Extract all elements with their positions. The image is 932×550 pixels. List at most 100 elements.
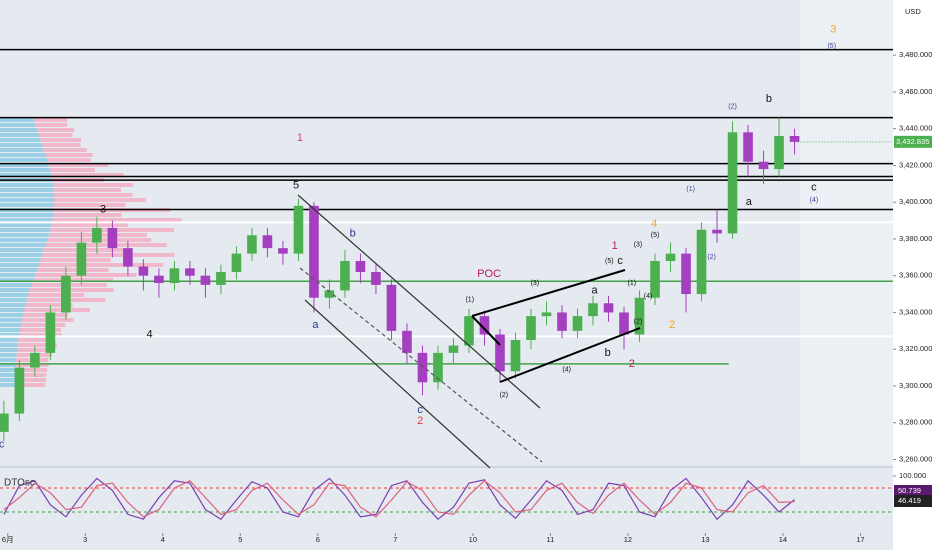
wave-label: 4 [651,218,657,230]
profile-bar [0,313,23,317]
candle-body [495,334,505,372]
wedge-bottom [499,327,641,383]
candle-body [448,345,459,353]
wave-label: (2) [500,392,509,399]
trendlines [297,194,641,469]
wave-label: c [811,181,817,193]
wave-label: 3 [830,23,836,35]
profile-bar [0,153,93,157]
candle-body [107,227,118,249]
wave-label: b [605,347,611,359]
profile-bar [0,228,51,232]
profile-bar [0,363,16,367]
wave-label: 5 [293,180,299,192]
candle-body [355,260,366,273]
y-tick-label: 3,480.000 [899,50,932,59]
profile-bar [0,333,19,337]
candle-body [789,136,800,142]
wave-label: 1 [612,240,618,252]
profile-bar [0,283,32,287]
profile-bar [0,248,126,252]
channel-bottom [304,299,491,469]
candle-body [619,312,629,335]
profile-bar [0,268,37,272]
x-tick-label: 6 [316,535,320,544]
candle-body [76,242,87,276]
price-axis [893,0,932,550]
profile-bar [0,323,66,327]
candle-body [758,161,769,170]
wave-label: b [350,227,356,239]
wave-label: 2 [669,319,675,331]
candle-body [123,248,133,267]
profile-bar [0,298,27,302]
profile-bar [0,193,54,197]
profile-bar [0,188,121,192]
candle-body [712,229,722,234]
profile-bar [0,318,74,322]
profile-bar [0,218,53,222]
wave-label: c [617,255,623,267]
profile-bar [0,328,20,332]
wave-label: (4) [810,197,819,204]
osc-line [3,477,795,521]
profile-bar [0,193,133,197]
candle-body [402,330,412,353]
wave-label: 2 [417,415,423,427]
profile-bar [0,278,114,282]
y-tick-label: 3,340.000 [899,307,932,316]
profile-bar [0,188,54,192]
candle-body [200,275,211,285]
wave-label: (3) [531,280,540,287]
x-tick-label: 17 [856,535,864,544]
profile-bar [0,328,61,332]
candle-body [665,253,676,261]
x-tick-label: 3 [83,535,87,544]
candle-body [386,284,397,331]
profile-bar [0,128,37,132]
x-tick-label: 12 [624,535,632,544]
osc-value-box [894,485,932,497]
wave-label: (5) [651,232,660,239]
candle-body [293,205,304,254]
osc-tick-label: 100.000 [899,471,926,480]
profile-bar [0,213,53,217]
wave-label: b [766,93,772,105]
profile-bar [0,223,52,227]
profile-bar [0,358,17,362]
candle-body [696,229,707,295]
x-tick-label: 14 [779,535,787,544]
profile-bar [0,138,82,142]
candle-body [92,227,102,243]
candle-body [588,303,598,317]
x-tick-label: 10 [469,535,477,544]
candle-body [0,413,9,432]
profile-bar [0,353,17,357]
wave-label: c [417,404,423,416]
profile-bar [0,183,53,187]
profile-bar [0,133,39,137]
profile-bar [0,323,21,327]
y-tick-label: 3,260.000 [899,454,932,463]
wave-label: POC [477,268,501,280]
profile-bar [0,303,73,307]
candle-body [324,290,335,298]
profile-bar [0,293,85,297]
y-tick-label: 3,400.000 [899,197,932,206]
profile-bar [0,303,26,307]
profile-bar [0,163,49,167]
wave-label: (4) [562,366,571,373]
candle-body [557,312,567,331]
profile-bar [0,258,41,262]
profile-bar [0,258,111,262]
candle-body [262,235,273,249]
future-area [800,0,893,465]
volume-profile [0,118,182,387]
candle-body [572,316,583,331]
wave-label: (2) [707,254,716,261]
candle-body [247,235,257,254]
profile-bar [0,118,34,122]
profile-bar [0,203,126,207]
